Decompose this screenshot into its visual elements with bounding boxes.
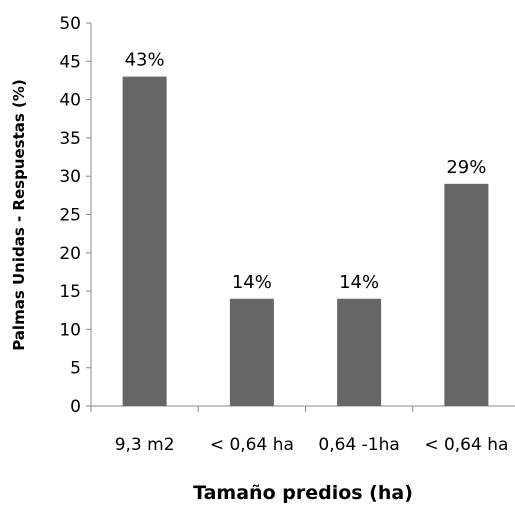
x-axis — [90, 405, 515, 412]
x-category-label: 9,3 m2 — [115, 435, 175, 455]
y-tick-label: 30 — [59, 167, 81, 187]
y-axis-title: Palmas Unidas - Respuestas (%) — [10, 79, 28, 351]
y-tick-label: 40 — [59, 91, 81, 111]
bar — [444, 183, 489, 406]
bar — [122, 76, 167, 407]
bar-data-label: 14% — [339, 272, 379, 293]
data-labels: 43% 14% 14% 29% — [125, 50, 487, 293]
y-tick-label: 50 — [59, 14, 81, 34]
y-tick-label: 10 — [59, 320, 81, 340]
bar — [337, 298, 382, 406]
bar-data-label: 43% — [125, 50, 165, 71]
y-tick-label: 15 — [59, 282, 81, 302]
bar-data-label: 29% — [446, 157, 486, 178]
x-category-label: 0,64 -1ha — [318, 435, 399, 455]
bar — [229, 298, 274, 406]
y-axis: 0 5 10 15 20 25 30 35 40 45 50 — [59, 14, 92, 417]
category-labels: 9,3 m2 < 0,64 ha 0,64 -1ha < 0,64 ha — [115, 435, 509, 455]
y-tick-label: 5 — [70, 359, 81, 379]
x-axis-title: Tamaño predios (ha) — [193, 482, 413, 504]
bar-data-label: 14% — [232, 272, 272, 293]
bars — [122, 76, 489, 407]
x-category-label: < 0,64 ha — [424, 435, 508, 455]
y-tick-label: 45 — [59, 52, 81, 72]
y-tick-label: 0 — [70, 397, 81, 417]
y-tick-label: 35 — [59, 129, 81, 149]
x-category-label: < 0,64 ha — [210, 435, 294, 455]
y-tick-label: 25 — [59, 206, 81, 226]
y-tick-label: 20 — [59, 244, 81, 264]
